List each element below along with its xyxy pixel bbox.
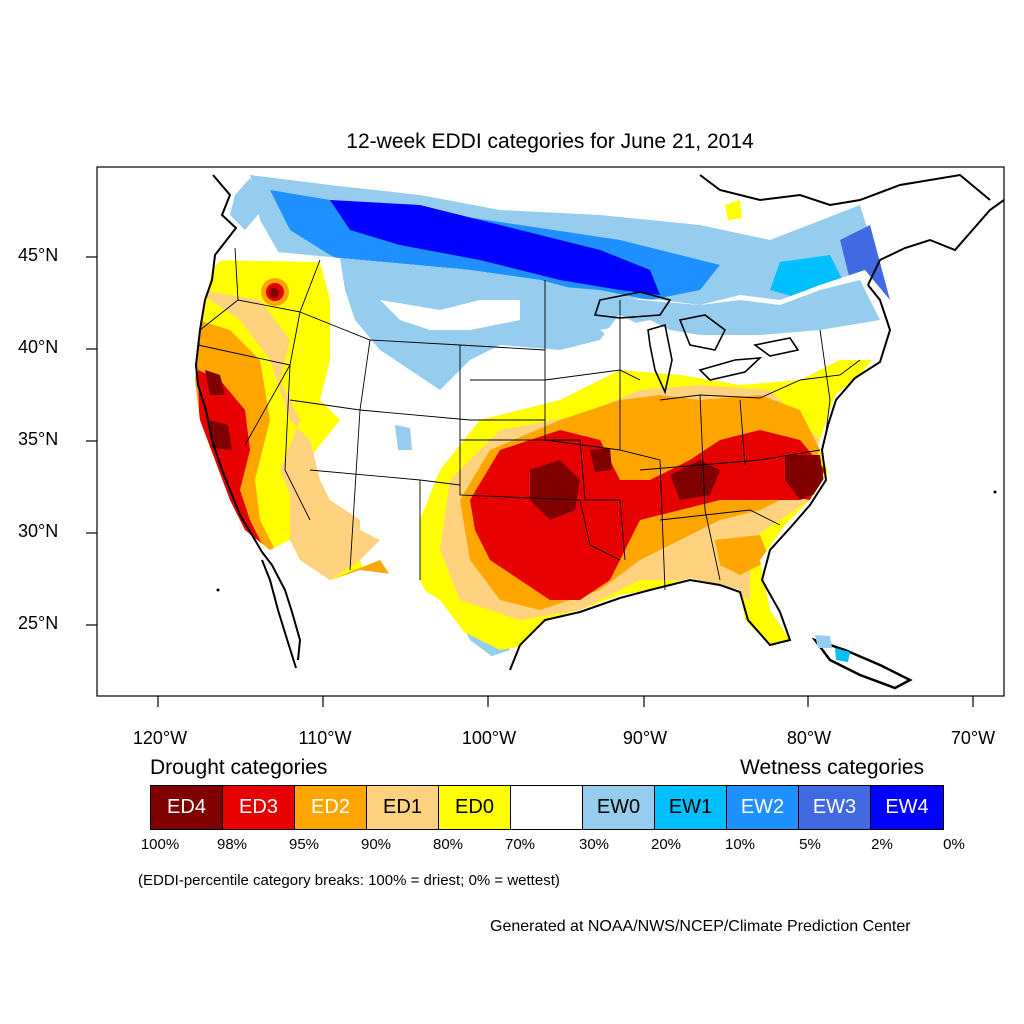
lon-label-90: 90°W [622,728,668,748]
break-label: 100% [140,836,180,853]
legend-ew4: EW4 [871,786,943,829]
legend-ew0: EW0 [583,786,655,829]
break-label: 70% [504,836,536,853]
legend-ed1: ED1 [367,786,439,829]
break-label: 30% [578,836,610,853]
break-label: 95% [288,836,320,853]
lon-label-80: 80°W [786,728,832,748]
legend-ew3: EW3 [799,786,871,829]
lon-label-110: 110°W [298,728,352,748]
lon-label-120: 120°W [132,728,188,748]
lat-label-40: 40°N [18,337,59,357]
break-label: 90% [360,836,392,853]
drought-heading: Drought categories [150,756,328,779]
lat-label-25: 25°N [18,613,59,633]
break-label: 0% [943,836,965,853]
lat-label-30: 30°N [18,521,59,541]
legend-ed3: ED3 [223,786,295,829]
legend-ew2: EW2 [727,786,799,829]
legend-ed2: ED2 [295,786,367,829]
legend-colorbar: ED4 ED3 ED2 ED1 ED0 EW0 EW1 EW2 EW3 EW4 [150,785,944,830]
break-label: 98% [216,836,248,853]
lon-label-70: 70°W [950,728,996,748]
break-label: 20% [650,836,682,853]
legend-neutral [511,786,583,829]
break-label: 2% [871,836,893,853]
lat-label-45: 45°N [18,245,59,265]
break-label: 80% [432,836,464,853]
lat-label-35: 35°N [18,429,59,449]
lon-label-100: 100°W [461,728,517,748]
wetness-heading: Wetness categories [740,756,925,779]
legend-ed0: ED0 [439,786,511,829]
category-note: (EDDI-percentile category breaks: 100% =… [138,872,560,889]
break-label: 5% [799,836,821,853]
break-label: 10% [724,836,756,853]
legend-ed4: ED4 [151,786,223,829]
credit-line: Generated at NOAA/NWS/NCEP/Climate Predi… [490,918,911,935]
legend-ew1: EW1 [655,786,727,829]
map-title: 12-week EDDI categories for June 21, 201… [346,130,754,153]
